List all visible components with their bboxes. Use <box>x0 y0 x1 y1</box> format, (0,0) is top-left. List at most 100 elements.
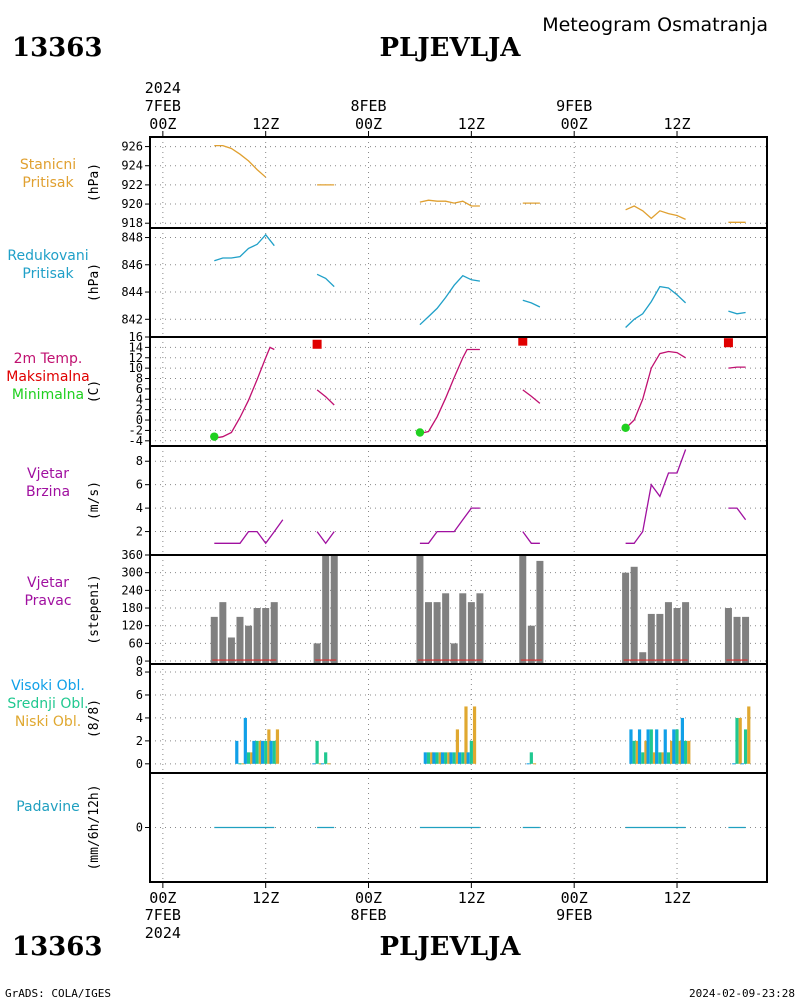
wind-direction-bar <box>733 616 741 664</box>
panel-frame <box>149 227 768 338</box>
y-tick-label: 0 <box>136 821 143 835</box>
y-axis-label: (8/8) <box>87 699 102 738</box>
cloud-bar <box>235 740 239 764</box>
year-label-bottom: 2024 <box>145 924 181 942</box>
y-tick-label: 924 <box>121 159 143 173</box>
y-tick-label: 60 <box>129 636 143 650</box>
cloud-bar <box>629 729 633 764</box>
y-tick-label: 844 <box>121 285 143 299</box>
wind-direction-bar <box>639 652 647 664</box>
tmax-marker <box>723 338 733 348</box>
y-tick-label: 8 <box>136 665 143 679</box>
cloud-bar <box>452 752 456 764</box>
series-line <box>214 346 275 439</box>
cloud-bar <box>735 717 739 764</box>
day-label-bottom: 9FEB <box>556 906 592 924</box>
cloud-bar <box>250 752 254 764</box>
series-line <box>728 507 747 521</box>
day-label-top: 8FEB <box>350 97 386 115</box>
cloud-bar <box>632 740 636 764</box>
y-tick-label: 12 <box>129 351 143 365</box>
cloud-bar <box>269 740 273 764</box>
cloud-bar <box>472 706 477 764</box>
series-line <box>419 507 480 544</box>
station-name-top: PLJEVLJA <box>380 33 522 63</box>
cloud-bar <box>649 729 653 764</box>
cloud-bar <box>680 717 684 764</box>
y-axis-label: (m/s) <box>87 481 102 520</box>
y-tick-label: -2 <box>129 423 143 437</box>
cloud-bar <box>661 752 665 764</box>
y-tick-label: 0 <box>136 757 143 771</box>
series-line <box>625 285 687 328</box>
wind-direction-bar <box>219 602 227 664</box>
cloud-bar <box>455 729 460 764</box>
panel-label: Srednji Obl. <box>7 696 88 712</box>
cloud-bar <box>447 752 451 764</box>
series-line <box>625 205 686 220</box>
series-line <box>522 531 540 544</box>
cloud-bar <box>666 752 671 764</box>
wind-direction-bar <box>227 637 235 664</box>
panel-frame <box>149 336 768 447</box>
y-tick-label: 842 <box>121 312 143 326</box>
y-tick-label: 10 <box>129 361 143 375</box>
y-tick-label: 4 <box>136 392 143 406</box>
cloud-bar <box>272 740 276 764</box>
cloud-bar <box>426 752 431 764</box>
series-line <box>522 389 541 404</box>
cloud-bar <box>461 752 465 764</box>
cloud-bar <box>655 729 659 764</box>
y-tick-label: 918 <box>121 216 143 230</box>
cloud-bar <box>646 729 650 764</box>
panel-label: Maksimalna <box>6 369 90 385</box>
y-tick-label: 2 <box>136 525 143 539</box>
cloud-bar <box>672 729 676 764</box>
wind-direction-bar <box>425 602 433 664</box>
time-tick-label-bottom: 00Z <box>149 889 176 907</box>
cloud-bar <box>652 752 657 764</box>
y-axis-label: (hPa) <box>87 163 102 202</box>
wind-direction-bar <box>270 602 278 664</box>
y-tick-label: 8 <box>136 372 143 386</box>
cloud-bar <box>658 752 662 764</box>
wind-direction-bar <box>622 572 630 664</box>
y-tick-label: 6 <box>136 478 143 492</box>
cloud-bar <box>430 752 434 764</box>
y-tick-label: 360 <box>121 548 143 562</box>
panel-label: Stanicni <box>20 157 76 173</box>
cloud-bar <box>444 752 448 764</box>
wind-direction-bar <box>330 555 338 664</box>
tmin-marker <box>415 428 425 437</box>
wind-direction-bar <box>459 593 467 664</box>
series-line <box>214 519 284 545</box>
y-tick-label: 6 <box>136 688 143 702</box>
wind-direction-bar <box>313 643 321 664</box>
station-id-bottom: 13363 <box>12 932 102 962</box>
y-tick-label: 848 <box>121 231 143 245</box>
wind-direction-bar <box>253 608 261 664</box>
day-label-top: 7FEB <box>145 97 181 115</box>
wind-direction-bar <box>682 602 690 664</box>
cloud-bar <box>324 752 328 764</box>
timestamp-text: 2024-02-09-23:28 <box>689 987 795 1000</box>
time-tick-label-top: 00Z <box>355 115 382 133</box>
wind-direction-bar <box>724 608 732 664</box>
wind-direction-bar <box>527 625 535 664</box>
station-name-bottom: PLJEVLJA <box>380 932 522 962</box>
cloud-bar <box>644 740 648 764</box>
y-tick-label: 300 <box>121 566 143 580</box>
cloud-bar <box>255 740 259 764</box>
time-tick-label-top: 12Z <box>663 115 690 133</box>
cloud-bar <box>435 752 439 764</box>
y-tick-label: 926 <box>121 140 143 154</box>
wind-direction-bar <box>656 613 664 664</box>
y-tick-label: 922 <box>121 178 143 192</box>
cloud-bar <box>449 752 453 764</box>
y-tick-label: 2 <box>136 403 143 417</box>
panel-label: Niski Obl. <box>15 714 81 730</box>
credit-text: GrADS: COLA/IGES <box>5 987 111 1000</box>
y-tick-label: 120 <box>121 619 143 633</box>
cloud-bar <box>663 729 667 764</box>
